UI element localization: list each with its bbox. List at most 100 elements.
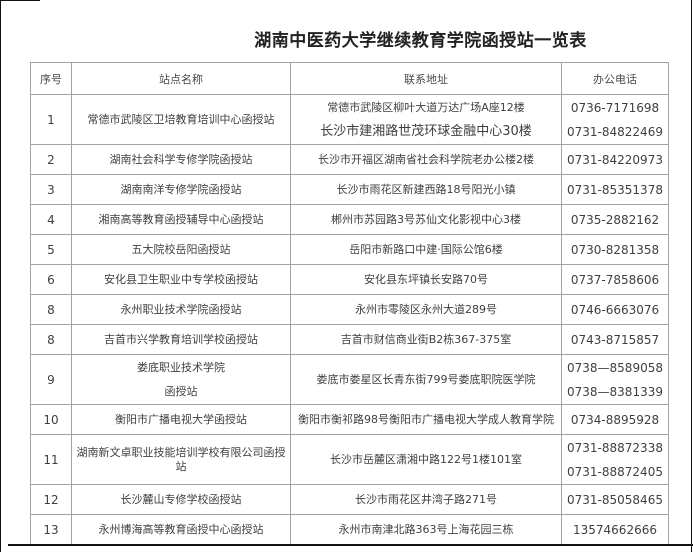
table-row: 3 湖南南洋专修学院函授站 长沙市雨花区新建西路18号阳光小镇 0731-853513… (30, 174, 669, 205)
table-row: 8 永州职业技术学院函授站 永州市零陵区永州大道289号 0746-6663076 (30, 294, 669, 325)
cell-no: 5 (30, 234, 72, 265)
cell-no: 4 (30, 204, 72, 235)
cell-line: 郴州市苏园路3号苏仙文化影视中心3楼 (331, 212, 521, 226)
cell-line: 0738—8381339 (567, 384, 663, 399)
cell-phone: 0735-2882162 (561, 204, 669, 235)
table-row: 8 吉首市兴学教育培训学校函授站 吉首市财信商业街B2栋367-375室 0743-8… (30, 324, 669, 355)
cell-phone: 0738—8589058 0738—8381339 (561, 354, 669, 405)
cell-line: 长沙麓山专修学校函授站 (120, 492, 242, 506)
cell-address: 长沙市开福区湖南省社会科学院老办公楼2楼 (290, 144, 562, 175)
cell-line: 衡阳市衡祁路98号衡阳市广播电视大学成人教育学院 (298, 412, 554, 426)
cell-line: 0731-85351378 (567, 182, 663, 197)
table-row: 13 永州博海高等教育函授中心函授站 永州市南津北路363号上海花园三栋 135746… (30, 514, 669, 545)
cell-no: 6 (30, 264, 72, 295)
cell-station-name: 永州职业技术学院函授站 (71, 294, 291, 325)
cell-phone: 0731-88872338 0731-88872405 (561, 434, 669, 485)
cell-line: 安化县东坪镇长安路70号 (364, 272, 488, 286)
column-header-0: 序号 (30, 62, 72, 95)
cell-line: 娄底职业技术学院 (137, 360, 225, 374)
cell-address: 长沙市岳麓区潇湘中路122号1楼101室 (290, 434, 562, 485)
cell-line: 长沙市建湘路世茂环球金融中心30楼 (320, 123, 532, 139)
cell-phone: 0731-85351378 (561, 174, 669, 205)
page-border-left (0, 0, 1, 552)
cell-line: 湖南新文卓职业技能培训学校有限公司函授站 (76, 445, 286, 473)
cell-line: 常德市武陵区柳叶大道万达广场A座12楼 (327, 100, 525, 114)
cell-address: 长沙市雨花区新建西路18号阳光小镇 (290, 174, 562, 205)
cell-line: 0731-84822469 (567, 124, 663, 139)
cell-line: 湘南高等教育函授辅导中心函授站 (98, 212, 264, 226)
cell-line: 0734-8895928 (570, 412, 660, 427)
table-row: 12 长沙麓山专修学校函授站 长沙市雨花区井湾子路271号 0731-85058465 (30, 484, 669, 515)
cell-no: 13 (30, 514, 72, 545)
cell-line: 长沙市岳麓区潇湘中路122号1楼101室 (330, 452, 522, 466)
cell-address: 衡阳市衡祁路98号衡阳市广播电视大学成人教育学院 (290, 404, 562, 435)
cell-line: 长沙市雨花区井湾子路271号 (355, 492, 497, 506)
cell-station-name: 湖南社会科学专修学院函授站 (71, 144, 291, 175)
cell-line: 安化县卫生职业中专学校函授站 (104, 272, 258, 286)
cell-line: 湖南社会科学专修学院函授站 (109, 152, 253, 166)
column-header-3: 办公电话 (561, 62, 669, 95)
cell-line: 吉首市兴学教育培训学校函授站 (104, 332, 258, 346)
cell-no: 11 (30, 434, 72, 485)
cell-phone: 13574662666 (561, 514, 669, 545)
cell-phone: 0746-6663076 (561, 294, 669, 325)
cell-no: 8 (30, 324, 72, 355)
cell-no: 9 (30, 354, 72, 405)
cell-line: 五大院校岳阳函授站 (131, 242, 231, 256)
cell-line: 永州职业技术学院函授站 (120, 302, 242, 316)
table-row: 5 五大院校岳阳函授站 岳阳市新路口中建·国际公馆6楼 0730-8281358 (30, 234, 669, 265)
cell-station-name: 湖南南洋专修学院函授站 (71, 174, 291, 205)
cell-line: 0738—8589058 (567, 360, 663, 375)
cell-line: 永州市南津北路363号上海花园三栋 (338, 522, 514, 536)
cell-line: 常德市武陵区卫培教育培训中心函授站 (87, 112, 275, 126)
cell-line: 娄底市娄星区长青东街799号娄底职院医学院 (316, 372, 536, 386)
cell-line: 衡阳市广播电视大学函授站 (115, 412, 247, 426)
cell-station-name: 湖南新文卓职业技能培训学校有限公司函授站 (71, 434, 291, 485)
page-border-right (691, 0, 692, 552)
cell-address: 吉首市财信商业街B2栋367-375室 (290, 324, 562, 355)
cell-line: 0735-2882162 (570, 212, 660, 227)
table-body: 1 常德市武陵区卫培教育培训中心函授站 常德市武陵区柳叶大道万达广场A座12楼 长沙市… (30, 94, 669, 545)
page-title: 湖南中医药大学继续教育学院函授站一览表 (254, 31, 587, 51)
cell-line: 长沙市开福区湖南省社会科学院老办公楼2楼 (318, 152, 534, 166)
cell-line: 函授站 (164, 384, 198, 398)
cell-no: 1 (30, 94, 72, 145)
cell-station-name: 娄底职业技术学院 函授站 (71, 354, 291, 405)
cell-phone: 0731-84220973 (561, 144, 669, 175)
cell-address: 郴州市苏园路3号苏仙文化影视中心3楼 (290, 204, 562, 235)
cell-line: 0746-6663076 (570, 302, 660, 317)
cell-phone: 0737-7858606 (561, 264, 669, 295)
cell-address: 常德市武陵区柳叶大道万达广场A座12楼 长沙市建湘路世茂环球金融中心30楼 (290, 94, 562, 145)
cell-line: 0731-85058465 (567, 492, 663, 507)
cell-line: 永州市零陵区永州大道289号 (355, 302, 497, 316)
cell-address: 岳阳市新路口中建·国际公馆6楼 (290, 234, 562, 265)
cell-line: 湖南南洋专修学院函授站 (120, 182, 242, 196)
table-row: 6 安化县卫生职业中专学校函授站 安化县东坪镇长安路70号 0737-7858606 (30, 264, 669, 295)
cell-address: 娄底市娄星区长青东街799号娄底职院医学院 (290, 354, 562, 405)
cell-line: 0731-84220973 (567, 152, 663, 167)
cell-station-name: 衡阳市广播电视大学函授站 (71, 404, 291, 435)
cell-line: 0736-7171698 (570, 100, 660, 115)
cell-station-name: 安化县卫生职业中专学校函授站 (71, 264, 291, 295)
cell-phone: 0736-7171698 0731-84822469 (561, 94, 669, 145)
cell-phone: 0731-85058465 (561, 484, 669, 515)
cell-station-name: 湘南高等教育函授辅导中心函授站 (71, 204, 291, 235)
cell-line: 0731-88872338 (567, 440, 663, 455)
cell-no: 10 (30, 404, 72, 435)
cell-address: 安化县东坪镇长安路70号 (290, 264, 562, 295)
table-row: 10 衡阳市广播电视大学函授站 衡阳市衡祁路98号衡阳市广播电视大学成人教育学院 07… (30, 404, 669, 435)
cell-phone: 0743-8715857 (561, 324, 669, 355)
header-row: 序号 站点名称 联系地址 办公电话 (30, 62, 669, 95)
table-header: 序号 站点名称 联系地址 办公电话 (30, 62, 669, 95)
table-row: 1 常德市武陵区卫培教育培训中心函授站 常德市武陵区柳叶大道万达广场A座12楼 长沙市… (30, 94, 669, 145)
table-row: 11 湖南新文卓职业技能培训学校有限公司函授站 长沙市岳麓区潇湘中路122号1楼10… (30, 434, 669, 485)
cell-station-name: 常德市武陵区卫培教育培训中心函授站 (71, 94, 291, 145)
cell-station-name: 吉首市兴学教育培训学校函授站 (71, 324, 291, 355)
cell-line: 13574662666 (573, 522, 657, 537)
cell-line: 长沙市雨花区新建西路18号阳光小镇 (336, 182, 516, 196)
column-header-2: 联系地址 (290, 62, 562, 95)
cell-address: 长沙市雨花区井湾子路271号 (290, 484, 562, 515)
page-border-bottom (8, 544, 693, 546)
cell-line: 吉首市财信商业街B2栋367-375室 (340, 332, 512, 346)
